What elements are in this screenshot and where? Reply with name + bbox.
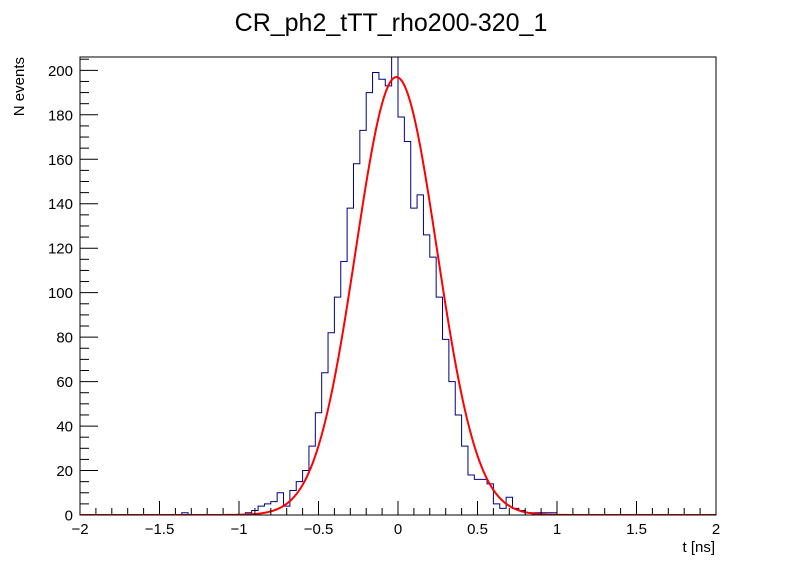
- y-tick-label: 180: [48, 107, 73, 124]
- x-tick-label: 0: [394, 521, 402, 538]
- y-tick-label: 200: [48, 63, 73, 80]
- x-axis: −2 −1.5 −1 −0.5 0 0.5 1 1.5 2: [71, 501, 720, 538]
- x-tick-label: 2: [712, 521, 720, 538]
- x-tick-label: −1: [230, 521, 247, 538]
- x-tick-label: 0.5: [467, 521, 488, 538]
- y-axis: 0 20 40 60 80 100 120 140 160 180 200: [48, 58, 98, 525]
- gaussian-fit-curve: [80, 75, 716, 515]
- x-tick-label: 1.5: [626, 521, 647, 538]
- y-tick-label: 20: [56, 463, 73, 480]
- histogram-series: [80, 57, 716, 515]
- plot-frame: [79, 56, 717, 516]
- x-tick-label: 1: [553, 521, 561, 538]
- y-tick-label: 0: [65, 508, 73, 525]
- x-axis-label: t [ns]: [682, 539, 715, 556]
- y-tick-label: 40: [56, 419, 73, 436]
- y-tick-label: 120: [48, 241, 73, 258]
- y-axis-label: N events: [11, 57, 28, 116]
- plot-area: [79, 56, 717, 516]
- x-tick-label: −1.5: [145, 521, 175, 538]
- y-tick-label: 100: [48, 285, 73, 302]
- x-tick-label: −0.5: [304, 521, 334, 538]
- chart-title: CR_ph2_tTT_rho200-320_1: [235, 9, 548, 37]
- y-tick-label: 160: [48, 152, 73, 169]
- y-tick-label: 80: [56, 330, 73, 347]
- y-tick-label: 60: [56, 374, 73, 391]
- x-tick-label: −2: [71, 521, 88, 538]
- y-tick-label: 140: [48, 196, 73, 213]
